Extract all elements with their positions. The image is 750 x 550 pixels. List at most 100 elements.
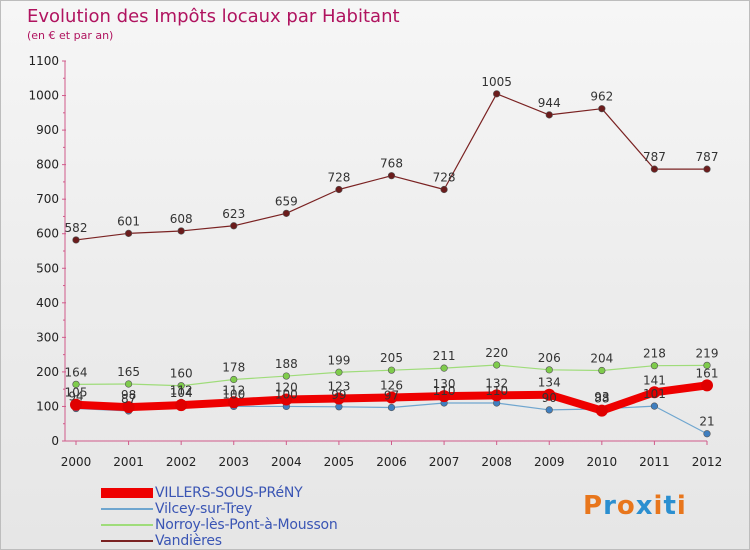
data-point — [545, 406, 553, 414]
data-label: 161 — [696, 366, 719, 380]
x-tick-label: 2003 — [218, 455, 249, 469]
data-point — [175, 399, 188, 412]
data-label: 98 — [121, 388, 136, 402]
y-tick-label: 200 — [36, 365, 59, 379]
data-label: 787 — [696, 150, 719, 164]
x-tick-label: 2002 — [166, 455, 197, 469]
x-tick-label: 2004 — [271, 455, 302, 469]
legend-label: Vandières — [155, 533, 222, 549]
data-point — [177, 227, 185, 235]
y-tick-label: 700 — [36, 192, 59, 206]
data-label: 178 — [222, 361, 245, 375]
data-label: 112 — [222, 383, 245, 397]
data-label: 787 — [643, 150, 666, 164]
data-label: 623 — [222, 207, 245, 221]
data-label: 21 — [699, 415, 714, 429]
data-point — [282, 209, 290, 217]
y-tick-label: 500 — [36, 261, 59, 275]
y-tick-label: 1000 — [28, 89, 59, 103]
data-label: 204 — [590, 352, 613, 366]
x-tick-label: 2001 — [113, 455, 144, 469]
y-tick-label: 600 — [36, 227, 59, 241]
x-tick-label: 2009 — [534, 455, 565, 469]
data-label: 199 — [327, 353, 350, 367]
data-label: 728 — [433, 171, 456, 185]
data-label: 90 — [542, 391, 557, 405]
data-point — [282, 372, 290, 380]
data-point — [493, 361, 501, 369]
data-point — [701, 379, 713, 392]
data-point — [648, 386, 661, 399]
y-tick-label: 100 — [36, 399, 59, 413]
data-point — [438, 390, 451, 403]
data-point — [545, 366, 553, 374]
y-tick-label: 900 — [36, 123, 59, 137]
chart-title: Evolution des Impôts locaux par Habitant — [27, 6, 400, 27]
data-label: 120 — [275, 381, 298, 395]
data-label: 206 — [538, 351, 561, 365]
data-point — [332, 392, 345, 405]
data-label: 101 — [643, 387, 666, 401]
data-label: 134 — [538, 376, 561, 390]
y-tick-label: 1100 — [28, 54, 59, 68]
y-tick-label: 300 — [36, 330, 59, 344]
data-label: 165 — [117, 365, 140, 379]
legend-swatch — [101, 488, 153, 498]
data-label: 94 — [68, 390, 83, 404]
data-point — [493, 90, 501, 98]
data-point — [703, 165, 711, 173]
data-point — [598, 366, 606, 375]
x-tick-label: 2007 — [429, 455, 460, 469]
data-label: 218 — [643, 347, 666, 361]
proxiti-logo: Proxiti — [583, 491, 687, 521]
data-label: 130 — [433, 377, 456, 391]
line-chart: 0 100 200 300 400 500 600 700 800 900 1000 1100 2000… — [28, 54, 722, 469]
data-label: 88 — [594, 392, 609, 406]
data-point — [335, 368, 343, 376]
data-point — [124, 380, 133, 388]
logo-letter: t — [663, 491, 677, 521]
x-tick-label: 2000 — [61, 455, 92, 469]
data-labels: 582 601 608 623 659 728 768 728 1005 944 962 787 787… — [65, 75, 719, 429]
data-point — [387, 366, 396, 374]
data-label: 93 — [594, 390, 609, 404]
data-label: 110 — [485, 384, 508, 398]
data-point — [490, 389, 503, 402]
data-label: 944 — [538, 96, 561, 110]
data-label: 1005 — [481, 75, 512, 89]
logo-letter: i — [676, 491, 687, 521]
data-label: 110 — [433, 384, 456, 398]
data-point — [650, 362, 659, 370]
data-label: 100 — [222, 387, 245, 401]
legend-swatch — [101, 540, 153, 542]
data-label: 99 — [331, 388, 346, 402]
logo-letter: r — [603, 491, 617, 521]
data-label: 608 — [170, 212, 193, 226]
data-point — [440, 364, 448, 372]
data-label: 105 — [65, 386, 88, 400]
y-tick-label: 400 — [36, 296, 59, 310]
data-point — [72, 236, 80, 244]
data-label: 126 — [380, 378, 403, 392]
data-label: 962 — [590, 90, 613, 104]
data-point — [177, 382, 185, 390]
data-point — [72, 380, 80, 388]
data-label: 87 — [121, 392, 136, 406]
data-point — [280, 393, 293, 406]
legend-label: Vilcey-sur-Trey — [155, 501, 253, 517]
data-point — [387, 403, 396, 412]
x-tick-label: 2011 — [639, 455, 670, 469]
chart-subtitle: (en € et par an) — [27, 29, 114, 42]
data-label: 219 — [696, 346, 719, 360]
data-point — [124, 229, 133, 237]
series-markers — [70, 90, 713, 438]
logo-letter: i — [653, 491, 664, 521]
y-tick-label: 800 — [36, 158, 59, 172]
data-point — [227, 396, 240, 409]
data-point — [703, 361, 711, 369]
data-point — [703, 430, 711, 438]
data-point — [230, 222, 238, 230]
data-label: 104 — [170, 386, 193, 400]
legend-label: Norroy-lès-Pont-à-Mousson — [155, 517, 338, 533]
legend-swatch — [101, 524, 153, 526]
